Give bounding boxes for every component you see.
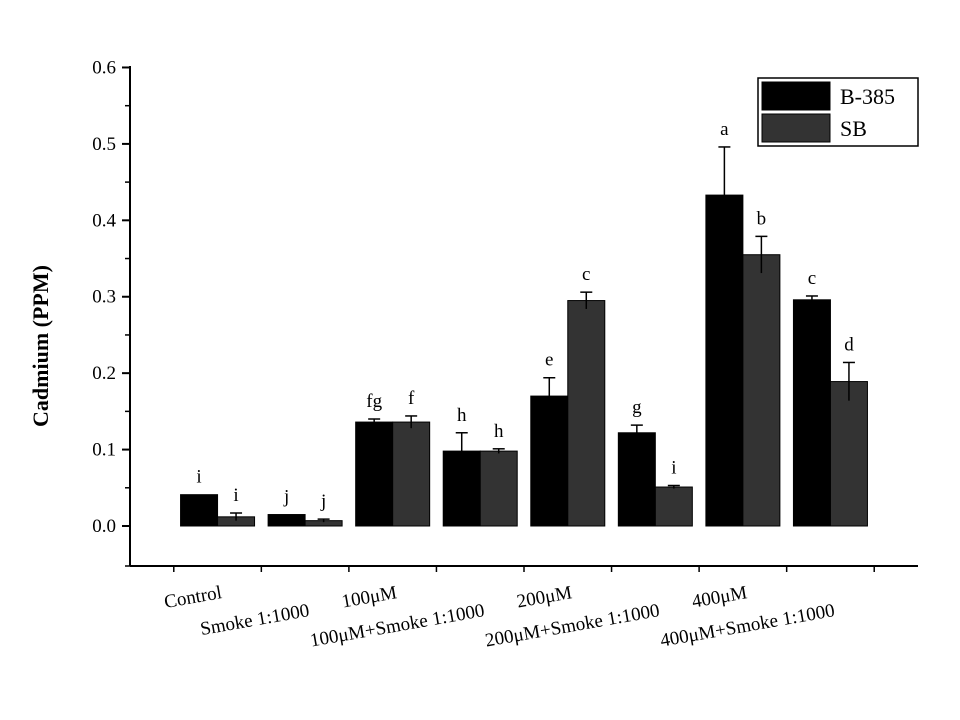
significance-letter: i [196, 467, 201, 488]
bar-b385 [530, 395, 569, 527]
category-label: 400μM [690, 582, 748, 612]
bar-b385 [267, 514, 306, 527]
significance-letter: h [457, 405, 467, 426]
bar-sb [742, 254, 781, 527]
significance-letter: j [320, 491, 326, 512]
bar-sb [479, 450, 518, 527]
category-label: 100μM [340, 582, 398, 612]
category-label: 200μM [515, 582, 573, 612]
y-tick-label: 0.3 [92, 287, 116, 308]
axes: 0.0 0.1 0.2 0.3 0.4 0.5 0.6 [92, 57, 918, 572]
significance-letter: f [408, 388, 415, 409]
y-tick-label: 0.1 [92, 440, 116, 461]
significance-letter: i [671, 457, 676, 478]
bar-sb [654, 486, 693, 527]
bar-sb [392, 421, 431, 527]
bar-b385 [792, 299, 831, 527]
legend-label: SB [840, 116, 867, 141]
bar-b385 [705, 194, 744, 527]
y-tick-label: 0.6 [92, 57, 116, 78]
bar-b385 [617, 432, 656, 527]
significance-letter: c [808, 268, 816, 289]
significance-letter: h [494, 421, 504, 442]
legend-swatch [761, 113, 831, 143]
bar-sb [829, 381, 868, 527]
y-tick-label: 0.0 [92, 516, 116, 537]
legend-label: B-385 [840, 84, 895, 109]
bars [180, 194, 868, 527]
legend-swatch [761, 81, 831, 111]
significance-letter: fg [366, 391, 382, 412]
y-tick-label: 0.2 [92, 363, 116, 384]
significance-letter: j [283, 487, 289, 508]
category-label: Control [163, 582, 224, 613]
y-tick-label: 0.4 [92, 210, 116, 231]
significance-letter: e [545, 350, 553, 371]
significance-letter: a [720, 119, 729, 140]
legend: B-385 SB [757, 77, 919, 147]
category-label: 400μM+Smoke 1:1000 [659, 600, 837, 651]
significance-letters: i i j j fg f h h e c g i a b c d [196, 119, 854, 512]
significance-letter: i [233, 485, 238, 506]
bar-b385 [180, 494, 219, 527]
significance-letter: g [632, 397, 642, 418]
bar-b385 [355, 421, 394, 527]
y-tick-label: 0.5 [92, 134, 116, 155]
significance-letter: d [844, 334, 854, 355]
significance-letter: c [582, 264, 590, 285]
category-label: 100μM+Smoke 1:1000 [309, 600, 487, 651]
significance-letter: b [757, 208, 767, 229]
error-bars [230, 146, 855, 523]
category-label: Smoke 1:1000 [199, 600, 311, 640]
y-axis-label: Cadmium (PPM) [28, 265, 53, 427]
bar-sb [567, 300, 606, 527]
category-label: 200μM+Smoke 1:1000 [484, 600, 662, 651]
